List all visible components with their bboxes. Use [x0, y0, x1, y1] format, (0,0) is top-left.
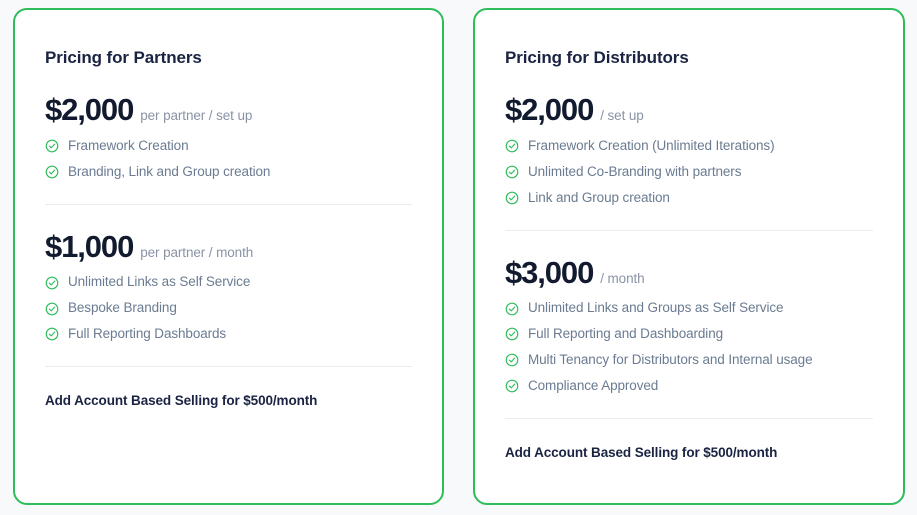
- addon-note: Add Account Based Selling for $500/month: [505, 444, 778, 460]
- pricing-tier-monthly-distributors: $3,000 / month Unlimited Links and Group…: [505, 231, 873, 395]
- price-row: $2,000 / set up: [505, 94, 873, 127]
- card-title-distributors: Pricing for Distributors: [505, 48, 689, 67]
- tier-divider: [505, 229, 873, 231]
- list-item: Unlimited Co-Branding with partners: [505, 164, 873, 181]
- price-amount: $1,000: [45, 228, 134, 264]
- pricing-card-distributors: Pricing for Distributors $2,000 / set up…: [473, 8, 905, 505]
- list-item: Full Reporting Dashboards: [45, 326, 412, 343]
- pricing-tier-monthly-partners: $1,000 per partner / month Unlimited Lin…: [45, 205, 412, 343]
- feature-list: Framework Creation (Unlimited Iterations…: [505, 138, 873, 207]
- card-content-partners: Pricing for Partners $2,000 per partner …: [15, 10, 442, 503]
- price-row: $2,000 per partner / set up: [45, 94, 412, 127]
- list-item: Bespoke Branding: [45, 300, 412, 317]
- circle-check-icon: [505, 140, 519, 153]
- pricing-tier-setup-partners: $2,000 per partner / set up Framework Cr…: [45, 68, 412, 180]
- list-item: Unlimited Links and Groups as Self Servi…: [505, 300, 873, 317]
- list-item: Full Reporting and Dashboarding: [505, 326, 873, 343]
- feature-label: Full Reporting and Dashboarding: [528, 325, 724, 341]
- feature-list: Unlimited Links and Groups as Self Servi…: [505, 300, 873, 395]
- feature-label: Framework Creation: [68, 137, 189, 153]
- feature-label: Bespoke Branding: [68, 300, 177, 316]
- circle-check-icon: [505, 302, 519, 315]
- list-item: Unlimited Links as Self Service: [45, 274, 412, 291]
- circle-check-icon: [505, 353, 519, 367]
- price-amount: $2,000: [505, 92, 594, 128]
- list-item: Compliance Approved: [505, 378, 873, 395]
- feature-label: Multi Tenancy for Distributors and Inter…: [528, 351, 813, 367]
- addon-note: Add Account Based Selling for $500/month: [45, 392, 318, 408]
- price-row: $1,000 per partner / month: [45, 228, 412, 264]
- price-suffix: per partner / set up: [140, 108, 253, 124]
- feature-label: Full Reporting Dashboards: [68, 325, 227, 341]
- feature-label: Unlimited Co-Branding with partners: [528, 163, 742, 179]
- footer-divider: [505, 417, 873, 419]
- list-item: Multi Tenancy for Distributors and Inter…: [505, 352, 873, 369]
- circle-check-icon: [45, 140, 59, 153]
- circle-check-icon: [505, 379, 519, 393]
- feature-label: Framework Creation (Unlimited Iterations…: [528, 137, 775, 153]
- price-amount: $2,000: [45, 92, 134, 128]
- tier-divider: [45, 203, 412, 205]
- card-title-partners: Pricing for Partners: [45, 48, 202, 67]
- circle-check-icon: [45, 276, 59, 290]
- feature-list: Framework Creation Branding, Link and Gr…: [45, 138, 412, 181]
- feature-label: Link and Group creation: [528, 189, 670, 205]
- footer-divider: [45, 365, 412, 367]
- list-item: Link and Group creation: [505, 190, 873, 207]
- circle-check-icon: [45, 328, 59, 341]
- circle-check-icon: [45, 165, 59, 179]
- feature-label: Unlimited Links as Self Service: [68, 274, 251, 290]
- feature-label: Branding, Link and Group creation: [68, 163, 271, 179]
- card-content-distributors: Pricing for Distributors $2,000 / set up…: [475, 10, 903, 503]
- circle-check-icon: [505, 191, 519, 205]
- price-suffix: / month: [600, 270, 645, 286]
- circle-check-icon: [45, 302, 59, 315]
- price-suffix: per partner / month: [140, 244, 254, 260]
- price-suffix: / set up: [600, 108, 644, 124]
- feature-label: Unlimited Links and Groups as Self Servi…: [528, 300, 784, 316]
- pricing-card-partners: Pricing for Partners $2,000 per partner …: [13, 8, 444, 505]
- circle-check-icon: [505, 165, 519, 179]
- price-row: $3,000 / month: [505, 254, 873, 290]
- circle-check-icon: [505, 328, 519, 341]
- price-amount: $3,000: [505, 254, 594, 290]
- pricing-tier-setup-distributors: $2,000 / set up Framework Creation (Unli…: [505, 68, 873, 206]
- list-item: Framework Creation (Unlimited Iterations…: [505, 138, 873, 155]
- feature-list: Unlimited Links as Self Service Bespoke …: [45, 274, 412, 343]
- list-item: Branding, Link and Group creation: [45, 164, 412, 181]
- list-item: Framework Creation: [45, 138, 412, 155]
- feature-label: Compliance Approved: [528, 377, 659, 393]
